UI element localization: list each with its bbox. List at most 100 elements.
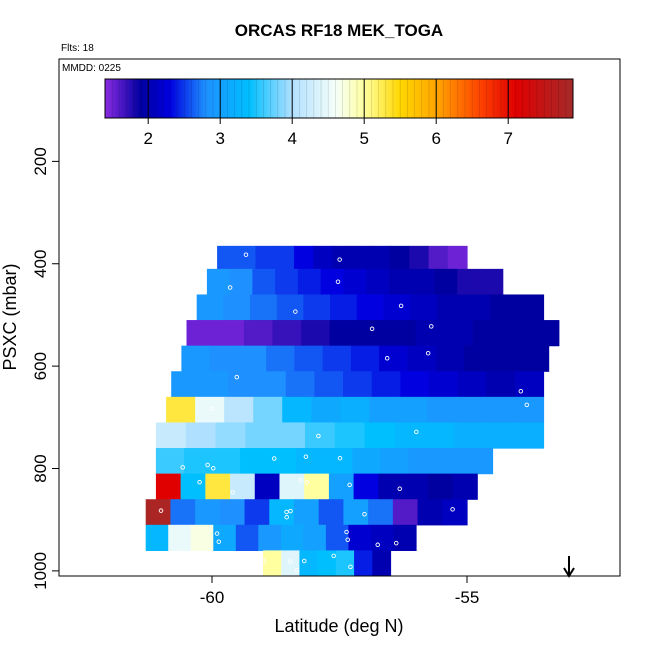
sample-marker [393, 540, 399, 546]
sample-marker [234, 374, 240, 380]
heatmap-cell [199, 371, 230, 398]
heatmap-cell [253, 396, 283, 424]
colorbar-tick-label: 4 [287, 129, 296, 148]
heatmap-cell [408, 448, 437, 475]
sample-marker [227, 285, 233, 290]
sample-marker [335, 279, 341, 285]
heatmap-cell [427, 473, 454, 500]
heatmap-cell [282, 396, 312, 424]
heatmap-cell [463, 345, 493, 372]
heatmap-cell [325, 524, 350, 551]
heatmap-cell [171, 371, 201, 398]
heatmap-cell [366, 268, 390, 296]
heatmap-cell [215, 320, 245, 347]
heatmap-cell [254, 473, 281, 500]
heatmap-cell [364, 422, 396, 449]
heatmap-cell [195, 499, 221, 526]
heatmap-cell [237, 345, 267, 372]
flights-label: Flts: 18 [61, 43, 94, 54]
heatmap-cell [457, 268, 481, 296]
heatmap-cell [514, 396, 545, 424]
sample-marker [398, 303, 404, 309]
sample-marker [284, 509, 289, 515]
heatmap-cell [155, 422, 187, 449]
heatmap-cell [304, 473, 330, 500]
sample-marker [348, 564, 353, 570]
heatmap-cell [168, 524, 192, 551]
heatmap-cell [299, 550, 319, 576]
sample-marker [303, 454, 309, 459]
heatmap-cell [372, 550, 392, 576]
heatmap-cell [279, 473, 305, 500]
heatmap-cell [205, 473, 231, 500]
heatmap-cell [369, 396, 399, 424]
sample-marker [214, 531, 220, 536]
heatmap-cell [514, 371, 545, 398]
heatmap-cell [370, 245, 391, 273]
heatmap-cell [322, 345, 352, 372]
heatmap-cell [275, 422, 306, 449]
sample-marker [180, 465, 185, 470]
sample-marker [337, 455, 343, 461]
sample-marker [298, 477, 303, 483]
heatmap-cell [417, 499, 443, 526]
heatmap-cell [186, 320, 216, 347]
heatmap-cell [332, 245, 353, 273]
heatmap-cell [485, 396, 516, 424]
heatmap-cell [393, 524, 417, 551]
sample-marker [197, 479, 202, 485]
heatmap-cell [501, 320, 531, 347]
heatmap-cell [392, 499, 419, 526]
heatmap-cell [266, 345, 295, 372]
chart-title: ORCAS RF18 MEK_TOGA [235, 21, 443, 40]
heatmap-cell [483, 422, 515, 449]
heatmap-cell [340, 396, 370, 424]
sample-marker [425, 350, 431, 356]
sample-marker [302, 558, 307, 564]
heatmap-cell [330, 294, 358, 321]
heatmap-cell [464, 448, 494, 475]
sample-marker [243, 252, 249, 257]
sample-marker [294, 567, 300, 573]
heatmap-cell [400, 371, 430, 398]
heatmap-cell [229, 268, 253, 296]
heatmap-cells [145, 245, 560, 576]
heatmap-cell [257, 371, 287, 398]
heatmap-cell [318, 499, 345, 526]
heatmap-cell [370, 524, 395, 551]
heatmap-cell [435, 345, 465, 372]
heatmap-cell [269, 499, 295, 526]
heatmap-cell [274, 245, 295, 273]
heatmap-cell [223, 294, 251, 321]
x-tick-label: -60 [200, 588, 225, 607]
heatmap-cell [403, 473, 429, 500]
heatmap-cell [436, 448, 466, 475]
heatmap-cell [463, 294, 491, 321]
heatmap-cell [170, 499, 196, 526]
heatmap-cell [358, 320, 388, 347]
heatmap-cell [320, 268, 345, 296]
sample-marker [304, 480, 310, 485]
heatmap-cell [428, 371, 459, 398]
heatmap-cell [436, 294, 465, 321]
sample-marker [429, 324, 434, 329]
heatmap-cell [371, 371, 401, 398]
heatmap-cell [353, 473, 379, 500]
sample-marker [518, 389, 524, 394]
heatmap-cell [334, 422, 366, 449]
heatmap-cell [486, 371, 516, 398]
sample-marker [316, 433, 321, 439]
sample-marker [375, 542, 380, 548]
sample-marker [337, 257, 342, 262]
heatmap-cell [311, 396, 341, 424]
heatmap-cell [329, 320, 359, 347]
heatmap-cell [427, 396, 458, 424]
heatmap-cell [424, 422, 455, 449]
heatmap-cell [380, 448, 409, 475]
colorbar-ticks: 2 3 4 5 6 7 [111, 79, 574, 148]
arrow-head [563, 567, 575, 578]
sample-marker [344, 529, 349, 535]
arrow-icon [563, 556, 575, 578]
heatmap-cell [447, 245, 468, 273]
